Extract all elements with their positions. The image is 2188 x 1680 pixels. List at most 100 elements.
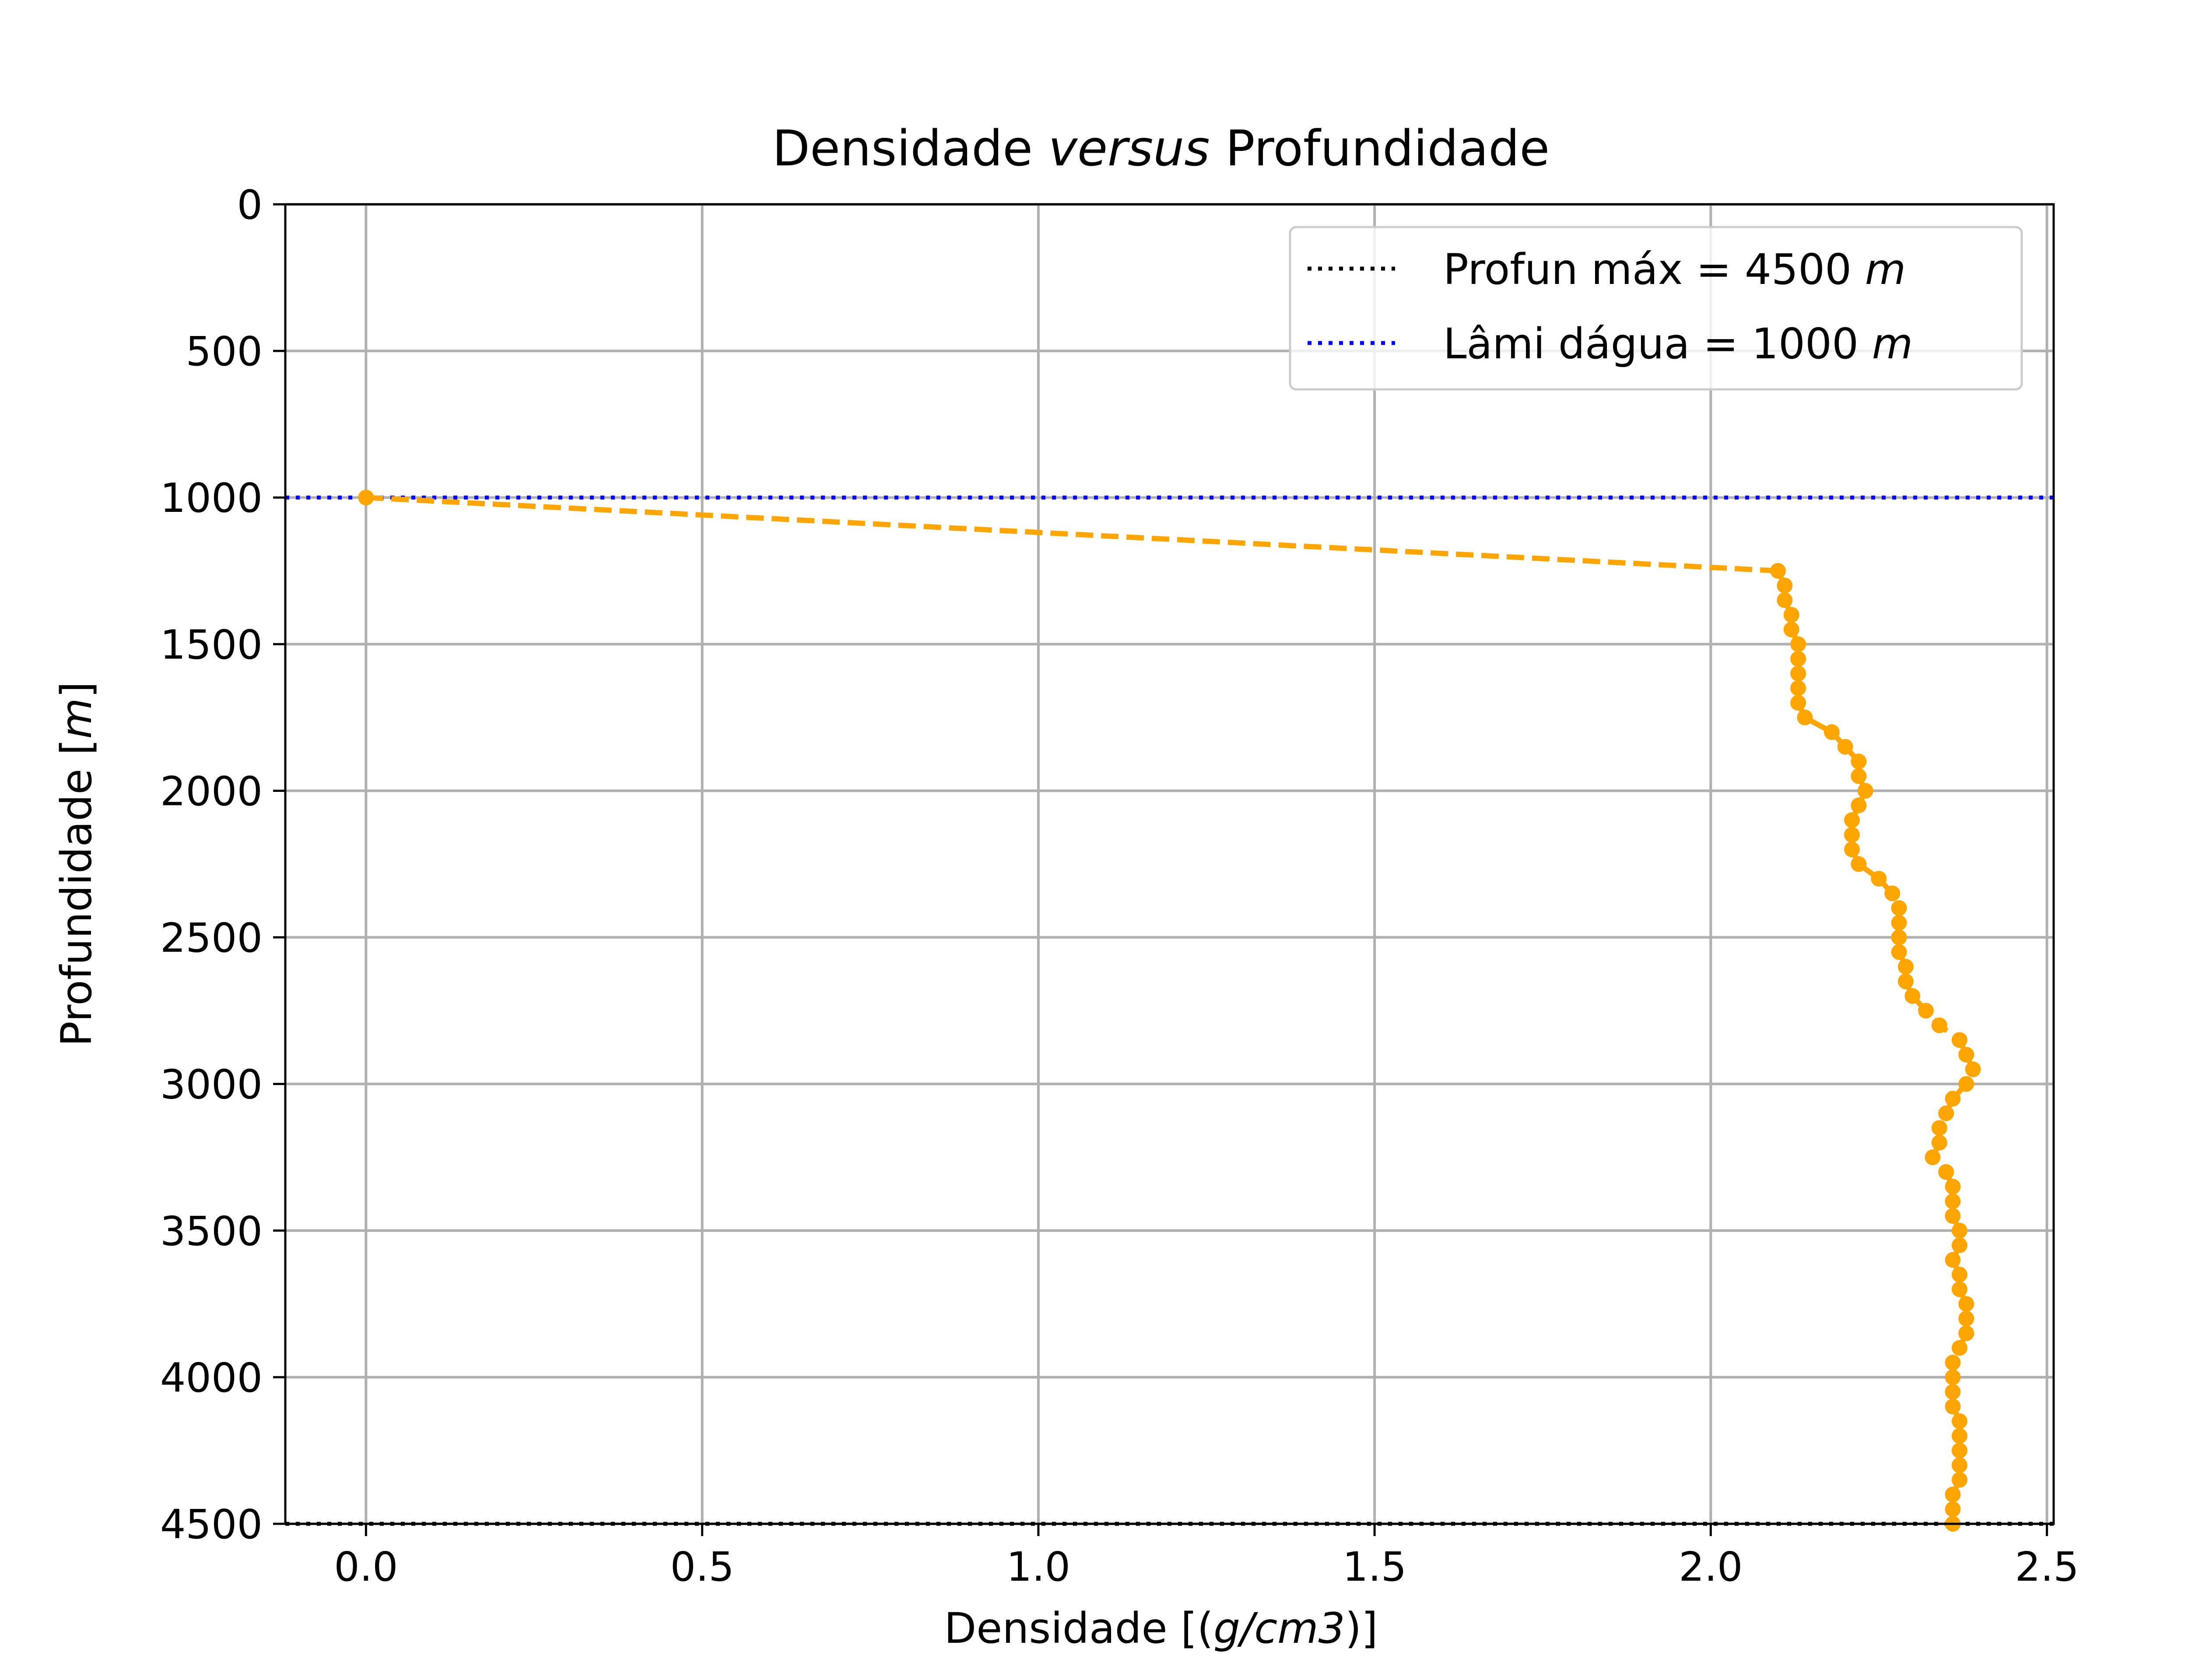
data-point-39 bbox=[1931, 1120, 1947, 1136]
data-point-58 bbox=[1945, 1398, 1961, 1414]
y-tick-label-8: 4000 bbox=[160, 1354, 263, 1401]
title-emphasis: versus bbox=[1048, 120, 1210, 177]
y-tick-label-9: 4500 bbox=[160, 1501, 263, 1548]
data-point-8 bbox=[1790, 665, 1806, 682]
legend-label-unit-1: m bbox=[1872, 319, 1913, 368]
data-point-61 bbox=[1951, 1442, 1967, 1459]
data-point-13 bbox=[1837, 738, 1853, 755]
data-point-37 bbox=[1945, 1091, 1961, 1107]
data-point-34 bbox=[1958, 1046, 1974, 1063]
x-axis-ticks: 0.0 0.5 1.0 1.5 2.0 2.5 bbox=[334, 1524, 2079, 1590]
data-point-42 bbox=[1938, 1164, 1954, 1180]
data-point-41 bbox=[1925, 1149, 1941, 1166]
data-point-26 bbox=[1891, 929, 1907, 945]
y-axis-ticks: 0 500 1000 1500 2000 2500 3000 3500 4000 4500 bbox=[160, 182, 285, 1548]
data-point-46 bbox=[1951, 1222, 1967, 1239]
data-point-0 bbox=[358, 490, 374, 506]
reference-lines bbox=[285, 495, 2054, 1526]
data-point-3 bbox=[1777, 592, 1793, 608]
data-point-6 bbox=[1790, 636, 1806, 652]
data-point-53 bbox=[1958, 1325, 1974, 1341]
data-point-49 bbox=[1951, 1267, 1967, 1283]
data-point-19 bbox=[1844, 826, 1860, 843]
data-point-16 bbox=[1857, 783, 1873, 799]
data-point-57 bbox=[1945, 1384, 1961, 1400]
data-point-10 bbox=[1790, 695, 1806, 711]
data-point-22 bbox=[1871, 871, 1887, 887]
data-point-14 bbox=[1851, 753, 1867, 770]
legend-box bbox=[1289, 226, 2023, 391]
density-series bbox=[358, 490, 1981, 1532]
data-point-12 bbox=[1823, 724, 1840, 740]
y-tick-label-7: 3500 bbox=[160, 1208, 263, 1255]
x-tick-label-5: 2.5 bbox=[2015, 1544, 2079, 1590]
y-tick-label-2: 1000 bbox=[160, 475, 263, 522]
legend-label-text-1: Lâmi dágua = 1000 bbox=[1443, 319, 1872, 368]
data-point-7 bbox=[1790, 651, 1806, 667]
data-point-48 bbox=[1945, 1252, 1961, 1268]
data-point-56 bbox=[1945, 1369, 1961, 1385]
y-tick-label-0: 0 bbox=[237, 182, 263, 228]
x-tick-label-0: 0.0 bbox=[334, 1544, 398, 1590]
grid bbox=[285, 203, 2054, 1525]
data-point-65 bbox=[1945, 1501, 1961, 1517]
data-point-33 bbox=[1951, 1032, 1967, 1048]
data-point-52 bbox=[1958, 1310, 1974, 1326]
data-point-35 bbox=[1965, 1061, 1981, 1078]
data-point-5 bbox=[1783, 621, 1799, 637]
data-point-18 bbox=[1844, 812, 1860, 828]
data-point-43 bbox=[1945, 1179, 1961, 1195]
legend-label-unit-0: m bbox=[1865, 245, 1906, 294]
data-point-29 bbox=[1897, 973, 1914, 990]
x-tick-label-4: 2.0 bbox=[1679, 1544, 1743, 1590]
data-point-23 bbox=[1884, 886, 1900, 902]
data-point-32 bbox=[1931, 1017, 1947, 1033]
x-axis-label-end: )] bbox=[1345, 1604, 1378, 1653]
y-tick-label-3: 1500 bbox=[160, 621, 263, 668]
title-part-1: Densidade bbox=[772, 120, 1033, 177]
data-point-59 bbox=[1951, 1413, 1967, 1429]
y-axis-label-text: Profundidade [ bbox=[52, 739, 101, 1046]
data-point-30 bbox=[1904, 988, 1921, 1004]
y-axis-label-unit: m bbox=[52, 698, 101, 739]
data-point-38 bbox=[1938, 1105, 1954, 1121]
data-point-44 bbox=[1945, 1193, 1961, 1209]
legend-label-1: Lâmi dágua = 1000 m bbox=[1443, 319, 1913, 368]
data-point-4 bbox=[1783, 607, 1799, 623]
legend-label-0: Profun máx = 4500 m bbox=[1443, 245, 1906, 294]
y-axis-label: Profundidade [m] bbox=[52, 682, 101, 1046]
y-tick-label-4: 2000 bbox=[160, 768, 263, 815]
data-point-21 bbox=[1851, 856, 1867, 872]
data-point-40 bbox=[1931, 1134, 1947, 1151]
data-point-31 bbox=[1918, 1003, 1934, 1019]
legend-label-text-0: Profun máx = 4500 bbox=[1443, 245, 1865, 294]
data-point-11 bbox=[1797, 709, 1813, 725]
data-point-64 bbox=[1945, 1486, 1961, 1502]
data-point-9 bbox=[1790, 680, 1806, 696]
x-tick-label-3: 1.5 bbox=[1343, 1544, 1406, 1590]
data-point-25 bbox=[1891, 915, 1907, 931]
data-point-55 bbox=[1945, 1354, 1961, 1371]
x-tick-label-2: 1.0 bbox=[1006, 1544, 1070, 1590]
data-point-24 bbox=[1891, 900, 1907, 916]
y-tick-label-1: 500 bbox=[186, 328, 263, 375]
series-line-0 bbox=[366, 495, 1976, 1524]
y-tick-label-6: 3000 bbox=[160, 1061, 263, 1108]
data-point-50 bbox=[1951, 1281, 1967, 1297]
plot-frame bbox=[284, 203, 2055, 1525]
data-point-45 bbox=[1945, 1208, 1961, 1224]
data-point-54 bbox=[1951, 1340, 1967, 1356]
data-point-62 bbox=[1951, 1457, 1967, 1473]
data-point-28 bbox=[1897, 959, 1914, 975]
data-point-60 bbox=[1951, 1428, 1967, 1444]
x-axis-label-unit: g/cm3 bbox=[1213, 1604, 1345, 1653]
title-part-2: Profundidade bbox=[1225, 120, 1550, 177]
data-point-1 bbox=[1770, 563, 1786, 579]
y-axis-label-end: ] bbox=[52, 682, 101, 698]
y-tick-label-5: 2500 bbox=[160, 915, 263, 962]
data-point-17 bbox=[1851, 797, 1867, 813]
data-point-36 bbox=[1958, 1076, 1974, 1092]
data-point-63 bbox=[1951, 1472, 1967, 1488]
data-point-2 bbox=[1777, 578, 1793, 594]
